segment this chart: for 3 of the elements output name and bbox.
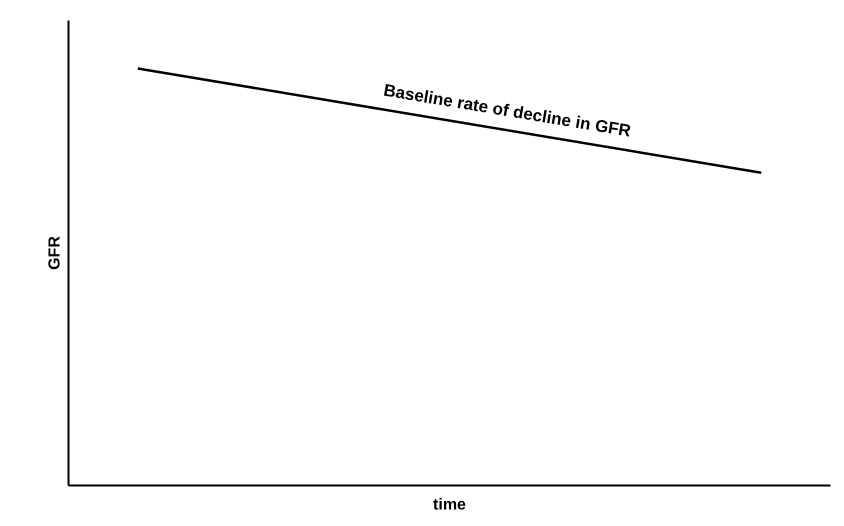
y-axis-title: GFR — [46, 236, 64, 270]
x-axis-title: time — [433, 496, 466, 514]
annotation: Baseline rate of decline in GFR — [382, 80, 632, 141]
